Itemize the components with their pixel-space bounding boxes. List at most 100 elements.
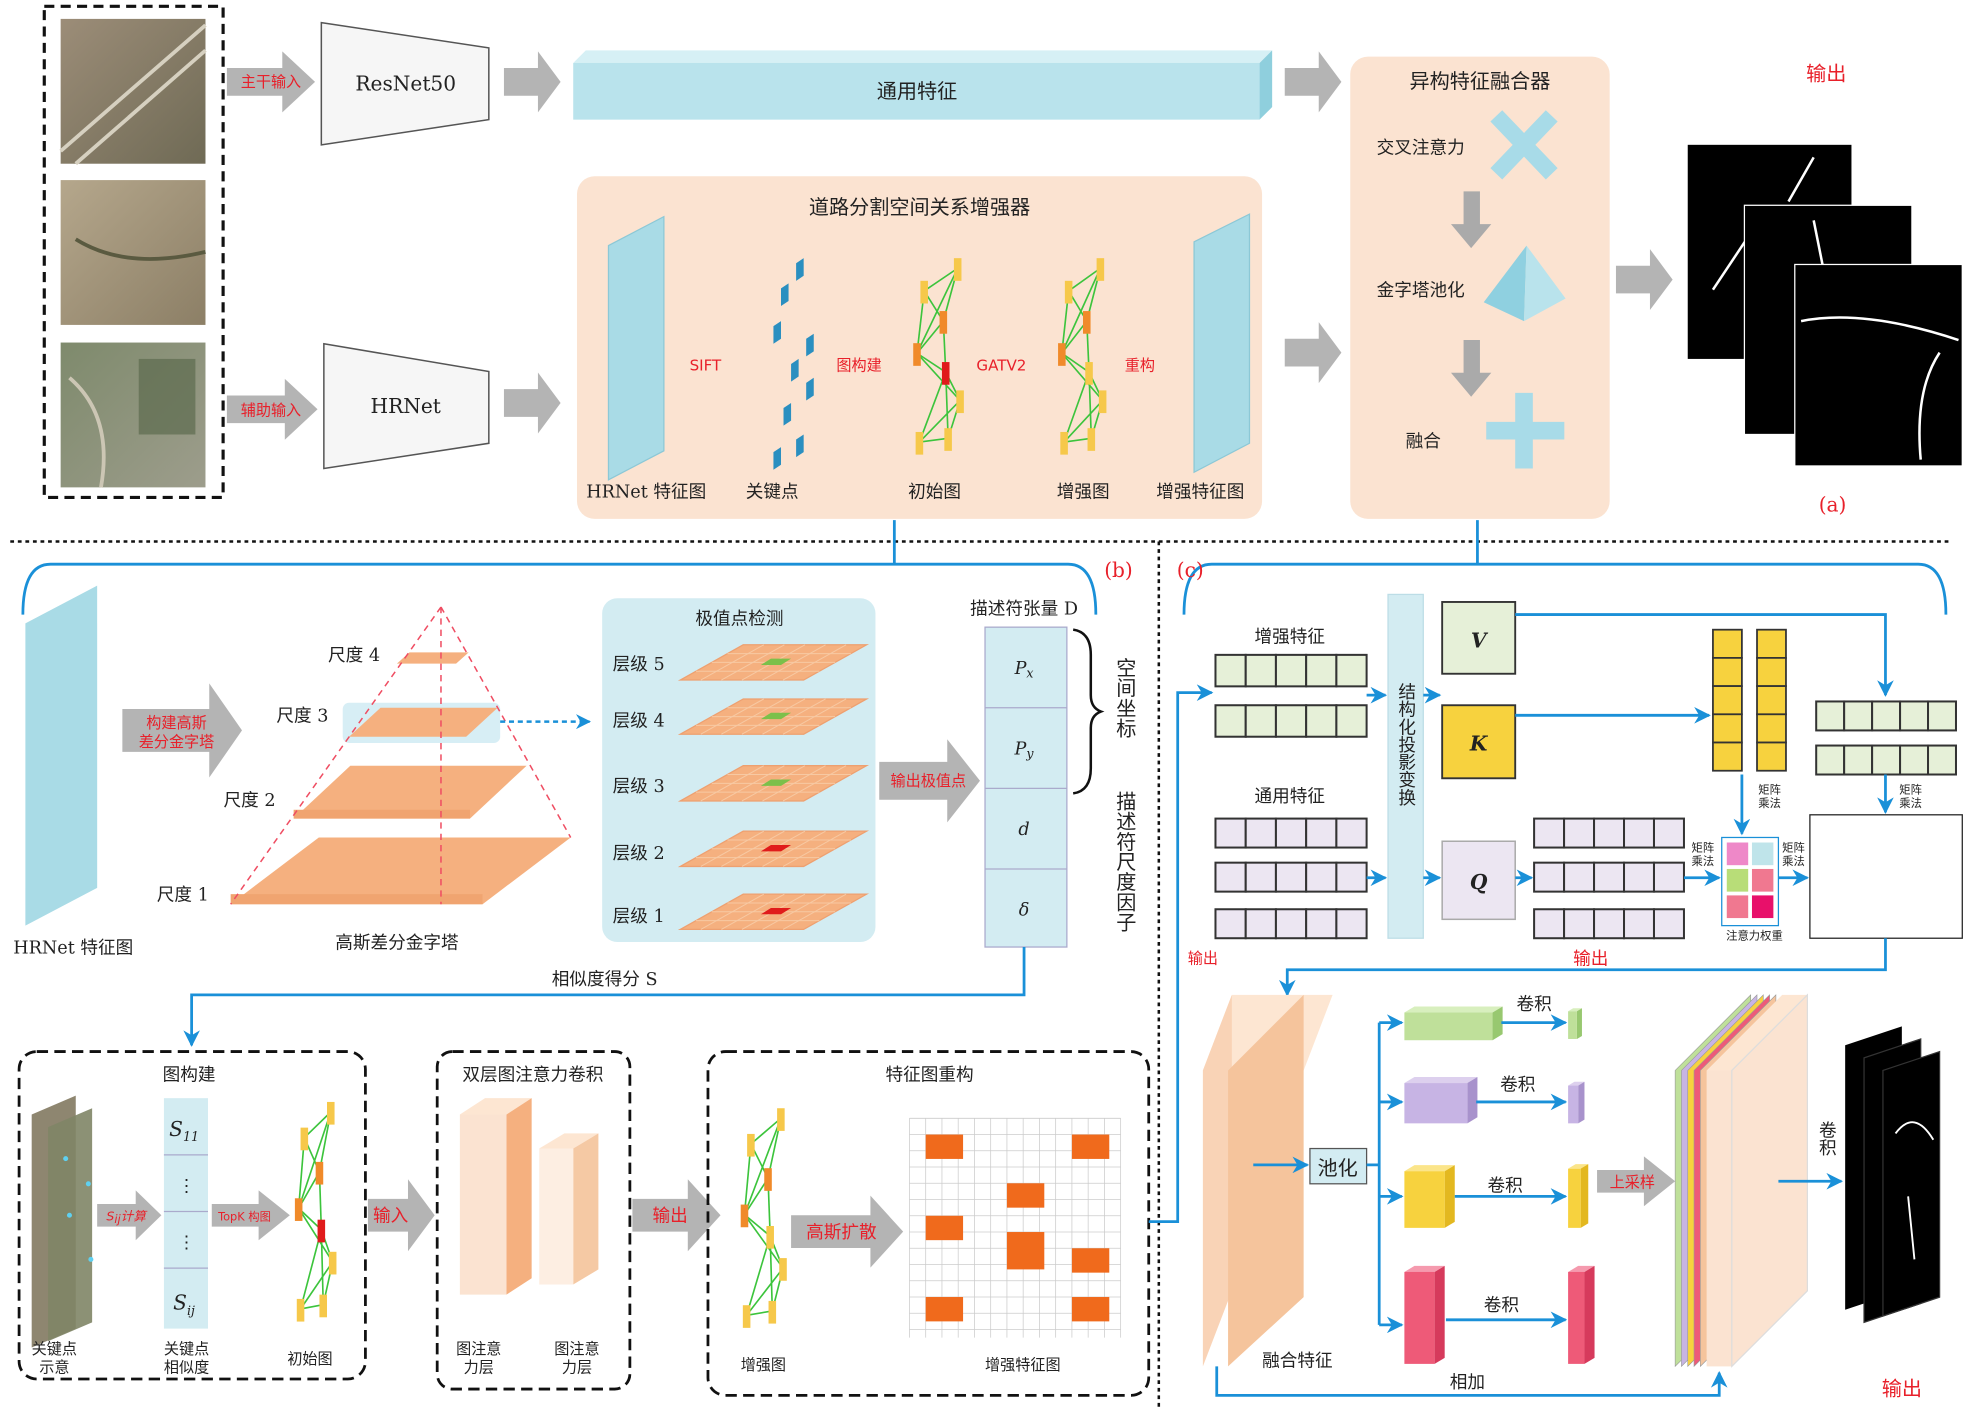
general-feature-cell	[1274, 817, 1308, 849]
graph-node	[779, 1258, 787, 1281]
conv-out-yellow	[1568, 1168, 1581, 1228]
gray-arrow-icon	[632, 1179, 721, 1252]
level-5-label: 层级 5	[613, 654, 665, 675]
pool-branch-yellow	[1444, 1165, 1455, 1228]
enhanced-feature-map	[1193, 213, 1251, 474]
output-left-label: 输出	[1188, 949, 1218, 967]
graph-node	[742, 1305, 751, 1328]
query-feature-cell	[1652, 861, 1685, 893]
query-feature-cell	[1563, 908, 1596, 940]
pool-branch-purple	[1404, 1077, 1478, 1084]
hrnet-feature-map-b	[25, 585, 98, 926]
general-feature-bar	[573, 50, 1273, 120]
hotspot-cell	[1006, 1232, 1045, 1270]
main-input-label: 主干输入	[241, 73, 301, 91]
conv-label-4: 卷积	[1484, 1295, 1519, 1316]
matmul-label-a-1: 矩阵	[1782, 840, 1805, 854]
graph-edge	[918, 371, 947, 443]
hrnet-map-label-b: HRNet 特征图	[13, 937, 133, 958]
graph-edge	[743, 1214, 771, 1237]
graph-node	[319, 1294, 328, 1318]
graph-edge	[299, 1229, 323, 1310]
level-1-label: 层级 1	[613, 906, 665, 927]
sim-cell-s11: S11	[169, 1117, 199, 1144]
graph-edge	[916, 352, 961, 402]
graph-edge	[743, 1214, 784, 1269]
stack-top	[1706, 994, 1808, 1071]
keypoint-icon	[781, 283, 789, 307]
query-feature-cell	[1593, 908, 1626, 940]
key-cell	[1712, 628, 1743, 659]
input-arrow-label: 输入	[373, 1206, 408, 1227]
enhanced-feature-cell	[1214, 704, 1247, 738]
pool-box	[1309, 1147, 1368, 1185]
extrema-title: 极值点检测	[695, 609, 783, 630]
extrema-point	[760, 779, 792, 786]
conv-label-3: 卷积	[1488, 1175, 1523, 1196]
graph-node	[953, 258, 962, 281]
keypoint-label-1: 关键点	[32, 1340, 77, 1358]
enhanced-graph-label-b: 增强图	[741, 1356, 786, 1374]
gat-box	[435, 1050, 632, 1391]
attention-weight-matrix	[1726, 842, 1774, 919]
gat-layer-1	[459, 1098, 532, 1295]
descriptor-cell-py: Py	[1014, 739, 1035, 761]
query-feature-cell	[1563, 817, 1596, 849]
value-feature-cell	[1843, 700, 1874, 732]
extrema-point	[760, 712, 792, 720]
gat-layer-1-label-2: 力层	[464, 1359, 494, 1377]
gat-layer-2	[539, 1133, 599, 1285]
value-feature-cell	[1843, 744, 1874, 776]
output-label-a: 输出	[1806, 62, 1846, 86]
value-feature-cell	[1815, 744, 1846, 776]
reconstruct-title: 特征图重构	[886, 1065, 974, 1086]
enhanced-feature-cell	[1274, 704, 1308, 738]
graph-edge	[743, 1118, 782, 1215]
value-feature-cell	[1927, 744, 1957, 776]
residual-add-connector	[1215, 1366, 1728, 1397]
query-feature-cell	[1563, 861, 1596, 893]
panel-b-label: (b)	[1104, 558, 1133, 582]
satellite-image-3	[60, 342, 206, 488]
extrema-point	[760, 845, 792, 852]
matmul-label-q-1: 矩阵	[1692, 840, 1715, 854]
key-cell	[1756, 628, 1787, 659]
graph-edge	[919, 437, 949, 443]
satellite-image-2	[60, 180, 206, 325]
build-pyramid-label-1: 构建高斯	[146, 714, 206, 732]
general-feature-cell	[1244, 861, 1277, 893]
step-label-initial-graph: 初始图	[908, 481, 961, 502]
graph-edge	[1063, 399, 1104, 443]
attention-weight-label: 注意力权重	[1726, 928, 1783, 942]
scale-1-label: 尺度 1	[157, 884, 209, 905]
gray-arrow-icon	[1597, 1156, 1676, 1207]
down-arrow-icon	[1450, 191, 1492, 249]
gray-arrow-icon	[503, 372, 561, 434]
v-label: V	[1471, 628, 1489, 652]
q-box	[1441, 840, 1516, 921]
fused-feature-block	[1202, 994, 1333, 1367]
fusion-item-cross-attention: 交叉注意力	[1377, 138, 1465, 159]
similarity-column	[163, 1098, 208, 1329]
keypoint-icon	[796, 434, 804, 458]
output-segmentation-maps	[1687, 144, 1963, 467]
gray-arrow-icon	[226, 51, 316, 113]
input-images-frame	[42, 4, 225, 500]
sim-cell-dots-2: ⋮	[178, 1233, 196, 1253]
pool-branch-purple	[1467, 1077, 1478, 1124]
keypoint-icon	[806, 333, 814, 357]
graph-node	[777, 1108, 785, 1131]
graph-edge	[1063, 371, 1090, 443]
graph-node	[913, 343, 921, 366]
pool-branch-pink	[1404, 1265, 1445, 1272]
general-feature-cell	[1305, 817, 1338, 849]
hotspot-cell	[1006, 1183, 1045, 1208]
diffusion-arrow-label: 高斯扩散	[806, 1222, 877, 1243]
value-feature-cell	[1899, 700, 1930, 732]
panel-b: HRNet 特征图 构建高斯 差分金字塔 尺度 4 尺度 3 尺度 2 尺度 1…	[13, 585, 1676, 1397]
general-feature-cell	[1214, 861, 1247, 893]
conv-out-yellow	[1580, 1164, 1589, 1228]
k-box	[1441, 704, 1517, 780]
keypoint-label-2: 示意	[39, 1359, 69, 1377]
query-feature-cell	[1533, 861, 1566, 893]
